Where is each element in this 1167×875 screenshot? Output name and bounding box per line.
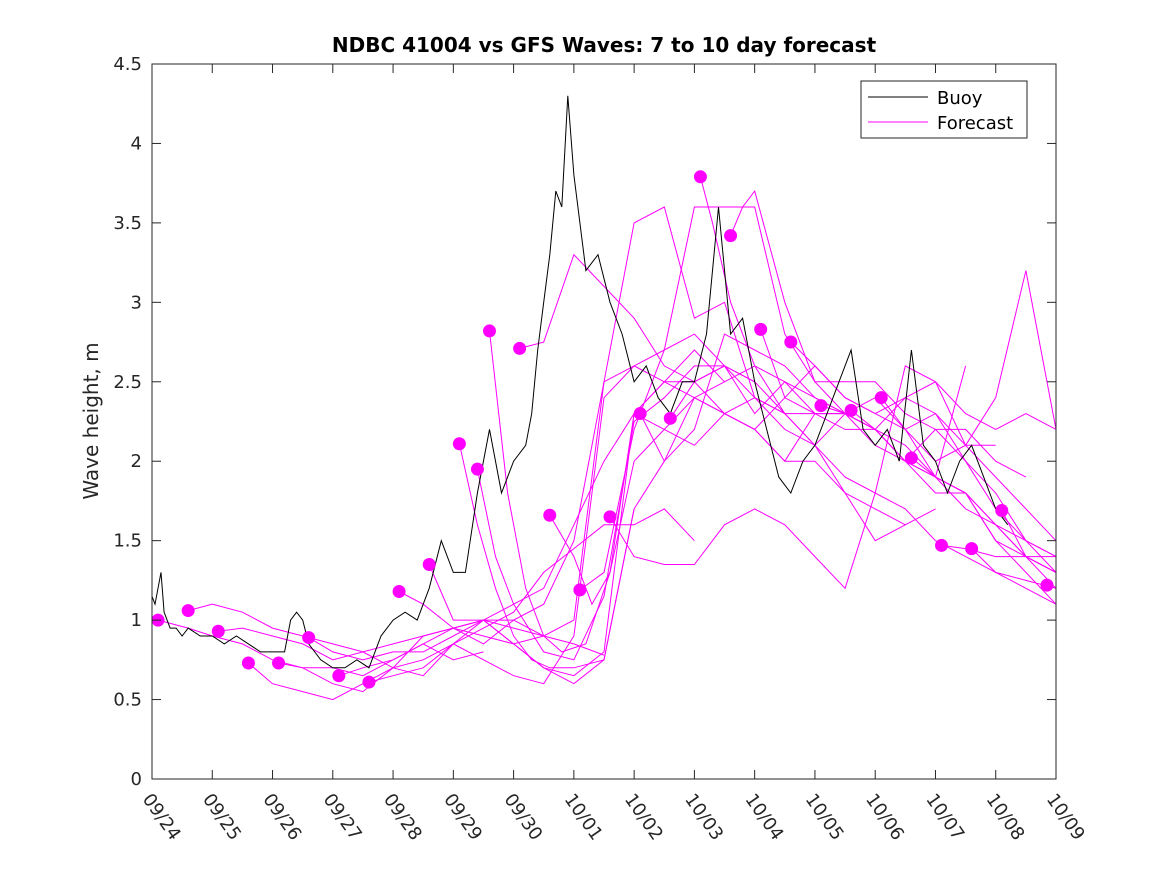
forecast-start-marker [573, 583, 587, 597]
forecast-series-line [549, 365, 996, 606]
buoy-series-line [151, 95, 1009, 669]
forecast-markers [151, 170, 1054, 689]
y-tick-label: 0.5 [113, 690, 142, 711]
forecast-series-line [398, 206, 815, 645]
forecast-start-marker [663, 411, 677, 425]
forecast-series-line [489, 330, 936, 653]
y-tick-label: 2 [131, 451, 142, 472]
forecast-start-marker [302, 631, 316, 645]
forecast-start-marker [874, 391, 888, 405]
y-tick-label: 0 [131, 769, 142, 790]
legend-buoy-label: Buoy [937, 88, 983, 109]
forecast-start-marker [633, 407, 647, 421]
forecast-start-marker [754, 322, 768, 336]
forecast-start-marker [995, 503, 1009, 517]
forecast-start-marker [513, 341, 527, 355]
y-tick-label: 1.5 [113, 531, 142, 552]
chart-title: NDBC 41004 vs GFS Waves: 7 to 10 day for… [332, 33, 877, 57]
forecast-series-line [476, 365, 906, 661]
y-axis: 0 0.5 1 1.5 2 2.5 3 3.5 4 4.5 [113, 54, 1056, 790]
buoy-line [151, 95, 1009, 669]
forecast-series-line [248, 508, 635, 701]
forecast-series-line [458, 365, 876, 669]
forecast-start-marker [965, 542, 979, 556]
forecast-start-marker [181, 604, 195, 618]
forecast-start-marker [844, 403, 858, 417]
forecast-series-line [911, 457, 1057, 558]
forecast-start-marker [724, 229, 738, 243]
forecast-series-line [941, 544, 1057, 589]
forecast-start-marker [392, 585, 406, 599]
forecast-start-marker [482, 324, 496, 338]
y-tick-label: 3.5 [113, 213, 142, 234]
y-tick-label: 3 [131, 292, 142, 313]
forecast-series-line [338, 333, 755, 677]
forecast-start-marker [452, 437, 466, 451]
axes-box [151, 63, 1057, 780]
forecast-start-marker [603, 510, 617, 524]
forecast-start-marker [543, 508, 557, 522]
forecast-start-marker [784, 335, 798, 349]
y-tick-label: 4 [131, 133, 142, 154]
forecast-series-line [699, 176, 1057, 605]
forecast-start-marker [272, 656, 286, 670]
forecast-start-marker [934, 538, 948, 552]
legend-box [860, 80, 1028, 139]
legend: Buoy Forecast [860, 80, 1028, 139]
y-tick-label: 2.5 [113, 372, 142, 393]
y-tick-label: 1 [131, 610, 142, 631]
forecast-series-line [157, 619, 484, 677]
forecast-start-marker [693, 170, 707, 184]
forecast-series-line [790, 341, 1057, 430]
forecast-series-line [880, 397, 1057, 542]
forecast-start-marker [904, 451, 918, 465]
forecast-start-marker [362, 675, 376, 689]
forecast-start-marker [422, 558, 436, 571]
y-axis-label: Wave height, m [79, 342, 103, 499]
y-tick-label: 4.5 [113, 54, 142, 75]
forecast-start-marker [814, 399, 828, 413]
forecast-start-marker [470, 462, 484, 476]
forecast-series-line [278, 508, 695, 693]
forecast-start-marker [211, 624, 225, 638]
forecast-start-marker [241, 656, 255, 670]
forecast-series-line [1001, 510, 1057, 573]
forecast-start-marker [1040, 578, 1054, 592]
forecast-start-marker [332, 669, 346, 683]
forecast-series-line [850, 410, 1057, 573]
legend-forecast-label: Forecast [937, 113, 1013, 134]
